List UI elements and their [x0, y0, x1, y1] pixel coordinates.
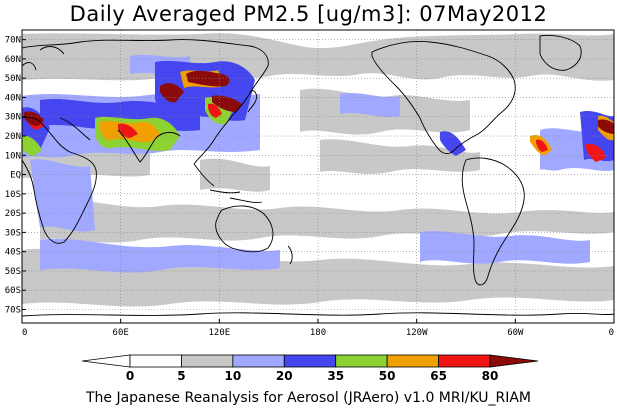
lat-label: 20S	[5, 209, 21, 219]
lat-label: 70S	[5, 306, 21, 316]
lon-label: 60W	[507, 328, 524, 338]
colorbar-segment	[129, 354, 182, 368]
lat-label: 20N	[5, 132, 21, 142]
coast-europe-west	[22, 46, 65, 71]
colorbar-label: 80	[482, 369, 499, 383]
coast-antarctica	[22, 312, 614, 317]
coast-se-asia	[193, 163, 263, 203]
colorbar-segment	[181, 354, 234, 368]
lat-label: 10S	[5, 190, 21, 200]
pm25-concentration-field	[22, 33, 614, 307]
colorbar-label: 5	[177, 369, 185, 383]
coast-eurasia-north	[22, 39, 269, 165]
lat-label: 60S	[5, 286, 21, 296]
lat-label: 30S	[5, 228, 21, 238]
graticule	[22, 30, 614, 323]
lat-label: 10N	[5, 151, 21, 161]
footer-caption: The Japanese Reanalysis for Aerosol (JRA…	[85, 390, 532, 406]
lon-label: 120W	[406, 328, 428, 338]
colorbar-label: 20	[276, 369, 293, 383]
colorbar-tip-low	[81, 354, 131, 368]
lat-label: 30N	[5, 113, 21, 123]
coast-arabia-india	[59, 117, 181, 163]
colorbar-label: 50	[379, 369, 396, 383]
lon-label: 0	[22, 328, 27, 338]
field-bin-80-plus	[24, 70, 614, 134]
coast-north-america	[371, 41, 516, 155]
lat-label: 70N	[5, 36, 21, 46]
coast-new-zealand	[287, 245, 293, 265]
colorbar-segment	[283, 354, 337, 368]
colorbar-label: 35	[327, 369, 344, 383]
lat-label: 60N	[5, 55, 21, 65]
lon-label: 0	[609, 328, 614, 338]
lat-label: 40N	[5, 93, 21, 103]
coastlines	[22, 35, 614, 317]
colorbar-segment	[232, 354, 285, 368]
lon-label: 180	[310, 328, 326, 338]
lon-label: 120E	[208, 328, 230, 338]
coast-japan	[247, 90, 257, 113]
field-bin-5-10	[22, 33, 614, 307]
lat-label: 40S	[5, 248, 21, 258]
coast-australia	[215, 205, 274, 253]
longitude-axis: 0 60E 120E 180 120W 60W 0	[21, 319, 615, 338]
map-title: Daily Averaged PM2.5 [ug/m3]: 07May2012	[69, 2, 548, 26]
colorbar: 0 5 10 20 35 50 65 80	[81, 354, 539, 383]
colorbar-label: 0	[126, 369, 134, 383]
coast-africa	[22, 116, 97, 244]
coast-south-america	[461, 157, 525, 286]
colorbar-segment	[438, 354, 491, 368]
colorbar-segment	[335, 354, 388, 368]
colorbar-segment	[386, 354, 439, 368]
colorbar-tip-high	[489, 354, 539, 368]
colorbar-label: 65	[430, 369, 447, 383]
lat-label: 50N	[5, 74, 21, 84]
lat-label: 50S	[5, 267, 21, 277]
lon-label: 60E	[113, 328, 129, 338]
colorbar-label: 10	[225, 369, 242, 383]
coast-greenland	[539, 35, 582, 71]
lat-label: EQ	[10, 171, 21, 181]
latitude-axis: 70N 60N 50N 40N 30N 20N 10N EQ 10S 20S 30S 40S 50S 60…	[5, 36, 26, 316]
